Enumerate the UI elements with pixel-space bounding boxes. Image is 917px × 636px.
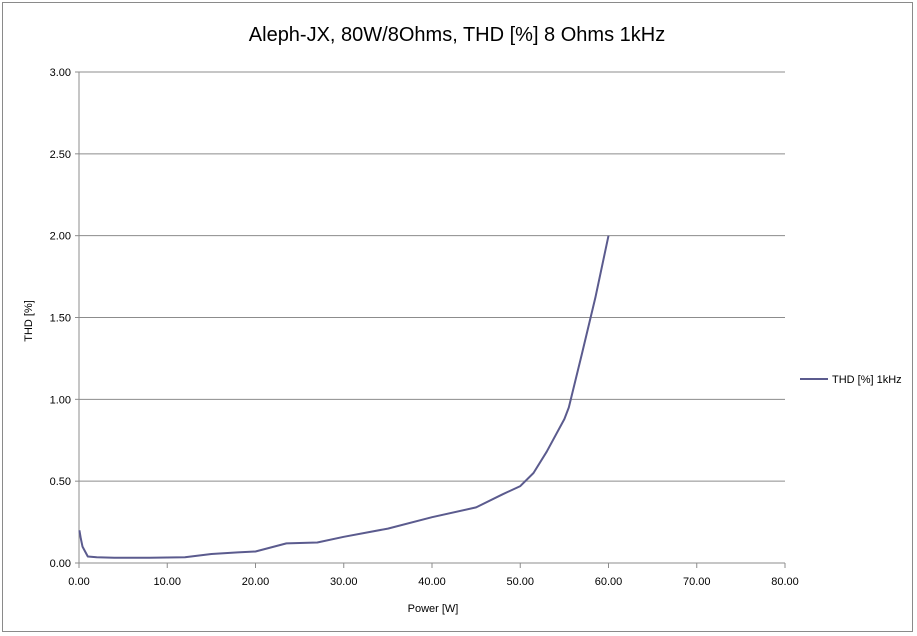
chart-canvas: Aleph-JX, 80W/8Ohms, THD [%] 8 Ohms 1kHz… — [23, 24, 902, 615]
y-tick-label-5: 2.50 — [50, 149, 71, 161]
y-tick-label-3: 1.50 — [50, 313, 71, 325]
y-tick-label-0: 0.00 — [50, 558, 71, 570]
x-tick-label-1: 10.00 — [153, 576, 181, 588]
legend: THD [%] 1kHz — [800, 374, 902, 386]
axes-layer — [75, 71, 786, 568]
x-tick-label-8: 80.00 — [771, 576, 799, 588]
grid-layer — [79, 71, 785, 482]
x-tick-label-2: 20.00 — [242, 576, 270, 588]
x-tick-labels: 0.00 10.00 20.00 30.00 40.00 50.00 60.00 70.00 8… — [68, 576, 798, 588]
y-tick-label-4: 2.00 — [50, 231, 71, 243]
x-tick-label-6: 60.00 — [595, 576, 623, 588]
y-axis-label: THD [%] — [23, 300, 35, 342]
y-tick-label-1: 0.50 — [50, 476, 71, 488]
x-tick-label-0: 0.00 — [68, 576, 89, 588]
y-tick-labels: 0.00 0.50 1.00 1.50 2.00 2.50 3.00 — [50, 67, 71, 570]
x-tick-label-5: 50.00 — [506, 576, 534, 588]
chart-title: Aleph-JX, 80W/8Ohms, THD [%] 8 Ohms 1kHz — [249, 24, 665, 46]
x-axis-label: Power [W] — [408, 603, 459, 615]
x-tick-label-3: 30.00 — [330, 576, 358, 588]
legend-label: THD [%] 1kHz — [832, 374, 902, 386]
x-tick-label-4: 40.00 — [418, 576, 446, 588]
y-tick-label-2: 1.00 — [50, 394, 71, 406]
series-layer — [78, 235, 610, 559]
x-tick-label-7: 70.00 — [683, 576, 711, 588]
y-tick-label-6: 3.00 — [50, 67, 71, 79]
series-line-0 — [78, 235, 610, 559]
